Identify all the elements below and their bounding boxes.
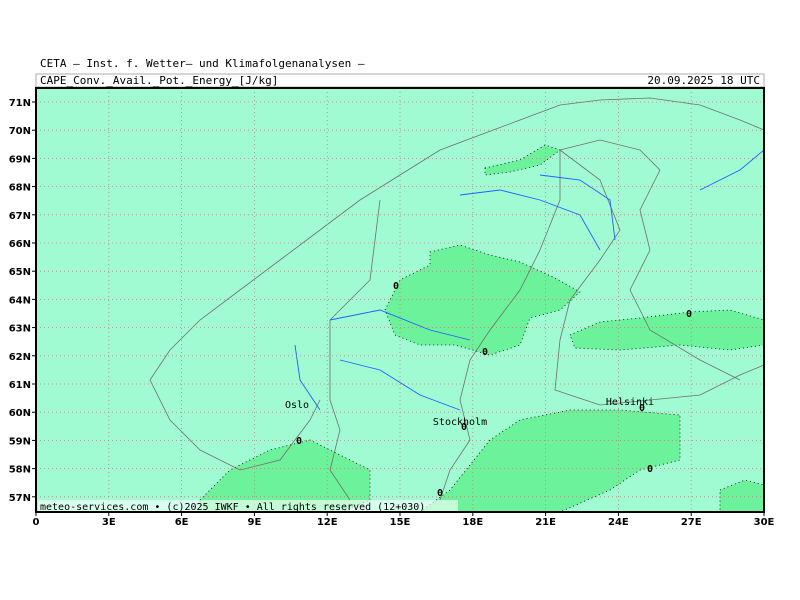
coastline [329,399,351,501]
river [294,344,321,411]
lon-label: 24E [608,517,629,528]
coastlines [149,97,765,501]
lat-label: 69N [9,154,31,165]
footer-bg [38,500,458,511]
cape-area [484,144,561,176]
lon-label: 27E [681,517,702,528]
contour-label: 0 [461,422,467,433]
cape-area [384,244,581,356]
cape-area [418,409,681,513]
lon-label: 18E [462,517,483,528]
header-date: 20.09.2025 18 UTC [647,74,760,87]
border [559,139,741,381]
lon-label: 21E [535,517,556,528]
lat-label: 63N [9,324,31,335]
contour-label: 0 [686,309,692,320]
lat-label: 61N [9,380,31,391]
lat-label: 71N [9,98,31,109]
lat-label: 68N [9,183,31,194]
border [329,199,381,400]
lon-label: 0 [33,517,40,528]
lat-label: 57N [9,493,31,504]
map: meteo-services.com • (c)2025 IWKF • All … [35,87,765,513]
river [339,359,461,411]
header-title: CETA — Inst. f. Wetter— und Klimafolgena… [40,57,365,70]
lat-label: 64N [9,295,31,306]
lat-label: 59N [9,436,31,447]
coastline [149,97,765,381]
lat-label: 58N [9,465,31,476]
footer-text: meteo-services.com • (c)2025 IWKF • All … [40,502,425,513]
contour-label: 0 [639,403,645,414]
graticule [36,88,764,512]
coastline [439,150,561,501]
lon-label: 12E [317,517,338,528]
lon-label: 3E [102,517,116,528]
contour-label: 0 [647,464,653,475]
coastline [554,149,765,406]
city-label: Helsinki [606,397,654,408]
header-subtitle: CAPE_Conv._Avail._Pot._Energy_[J/kg] [40,74,278,87]
lon-label: 6E [175,517,189,528]
cape-area [199,439,371,513]
city-label: Oslo [285,400,309,411]
lat-label: 60N [9,408,31,419]
contour-label: 0 [437,488,443,499]
rivers [294,149,765,411]
river [329,309,471,341]
lat-label: 62N [9,352,31,363]
lon-label: 30E [754,517,775,528]
river [539,174,616,241]
lat-label: 67N [9,211,31,222]
river [459,189,601,251]
city-label: Stockholm [433,417,487,428]
river [699,149,765,191]
contour-label: 0 [482,347,488,358]
cape-areas [199,144,765,513]
coastline [149,379,321,471]
lon-label: 15E [390,517,411,528]
lat-label: 65N [9,267,31,278]
lat-label: 70N [9,126,31,137]
lat-label: 66N [9,239,31,250]
contour-label: 0 [296,436,302,447]
contour-label: 0 [393,281,399,292]
lon-label: 9E [248,517,262,528]
